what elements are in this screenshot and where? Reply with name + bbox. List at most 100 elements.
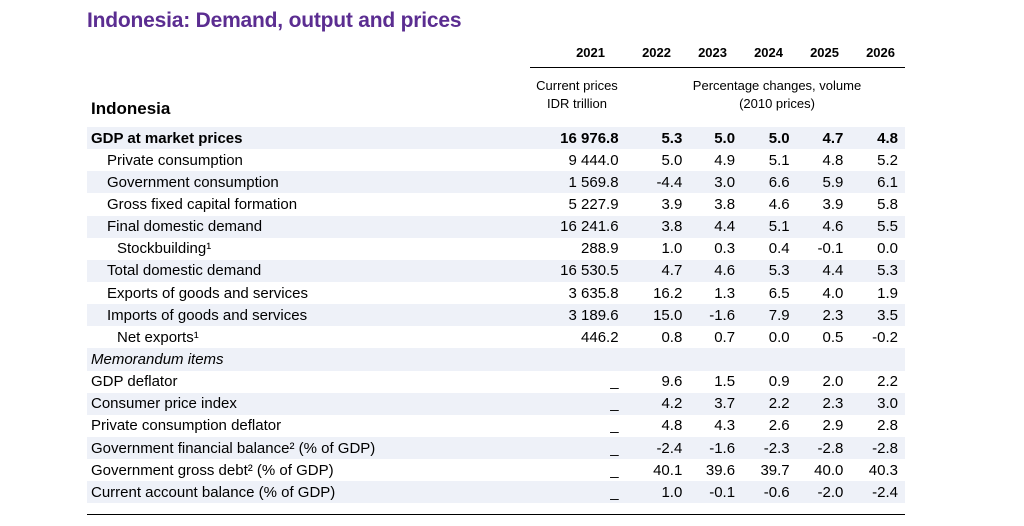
row-label: Stockbuilding¹ [117, 240, 212, 258]
cell-value: 5 227.9 [568, 195, 619, 213]
cell-value: 40.0 [814, 461, 844, 479]
cell-value: 3.5 [843, 304, 905, 327]
data-table: GDP at market prices 16 976.8 5.3 5.0 5.… [87, 127, 905, 504]
table-row: Total domestic demand 16 530.5 4.7 4.6 5… [87, 259, 905, 282]
cell-value: 40.3 [868, 461, 898, 479]
cell-value: 3.8 [618, 215, 683, 238]
cell-value: -0.2 [872, 328, 898, 346]
cell-value: 2.3 [789, 392, 844, 415]
current-prices-header: Current prices IDR trillion [523, 77, 631, 113]
table-row: Private consumption 9 444.0 5.0 4.9 5.1 … [87, 149, 905, 171]
cell-value: -0.1 [817, 240, 844, 258]
memorandum-items-label: Memorandum items [87, 348, 533, 371]
cell-value: 15.0 [618, 304, 683, 327]
cell-value: -2.3 [735, 436, 790, 460]
table-row: Final domestic demand 16 241.6 3.8 4.4 5… [87, 215, 905, 238]
cell-value: 5.0 [735, 127, 790, 150]
cell-value: 2.0 [822, 373, 844, 391]
table-row: Government gross debt² (% of GDP) _ 40.1… [87, 459, 905, 481]
cell-value: -0.6 [735, 481, 790, 504]
cell-value: 16 530.5 [532, 259, 619, 282]
cell-value: 446.2 [581, 328, 619, 346]
cell-value: -1.6 [682, 436, 736, 460]
cell-value: 0.0 [877, 240, 898, 258]
header-divider [530, 67, 905, 68]
cell-value: -2.8 [843, 436, 905, 460]
cell-value: 5.8 [877, 195, 898, 213]
cell-value: 5.0 [661, 151, 683, 169]
cell-value: 0.7 [714, 328, 736, 346]
row-label: GDP at market prices [87, 127, 533, 150]
current-prices-line1: Current prices [536, 78, 618, 93]
cell-value: 3.0 [682, 171, 736, 194]
row-label: Total domestic demand [87, 259, 533, 282]
cell-value: 3 189.6 [532, 304, 619, 327]
cell-value: _ [532, 481, 619, 504]
current-prices-line2: IDR trillion [547, 96, 607, 111]
cell-value: 4.6 [768, 195, 790, 213]
row-label: Final domestic demand [87, 215, 533, 238]
year-2025: 2025 [810, 45, 839, 60]
year-2022: 2022 [642, 45, 671, 60]
cell-value: -2.4 [618, 436, 683, 460]
cell-value: 3.9 [661, 195, 683, 213]
cell-value: 39.6 [705, 461, 736, 479]
cell-value: 2.2 [877, 373, 898, 391]
table-row: Imports of goods and services 3 189.6 15… [87, 304, 905, 327]
cell-value: 3.0 [843, 392, 905, 415]
cell-value: 0.5 [822, 328, 844, 346]
cell-value: 5.1 [768, 151, 790, 169]
cell-value: 2.9 [822, 417, 844, 435]
cell-value: 2.6 [768, 417, 790, 435]
table-row: GDP at market prices 16 976.8 5.3 5.0 5.… [87, 127, 905, 150]
cell-value: 4.9 [714, 151, 736, 169]
cell-value: 1 569.8 [532, 171, 619, 194]
cell-value: -2.0 [789, 481, 844, 504]
table-row: Consumer price index _ 4.2 3.7 2.2 2.3 3… [87, 392, 905, 415]
cell-value: 9 444.0 [568, 151, 619, 169]
table-row: Government financial balance² (% of GDP)… [87, 436, 905, 460]
cell-value: 1.9 [877, 284, 898, 302]
cell-value: 5.2 [877, 151, 898, 169]
table-title: Indonesia: Demand, output and prices [87, 9, 462, 32]
cell-value: 5.9 [789, 171, 844, 194]
cell-value: -1.6 [682, 304, 736, 327]
cell-value: 3 635.8 [568, 284, 619, 302]
row-label: Private consumption [107, 151, 243, 169]
cell-value: _ [532, 392, 619, 415]
cell-value: 4.2 [618, 392, 683, 415]
year-2021: 2021 [576, 45, 605, 60]
table-row: Stockbuilding¹ 288.9 1.0 0.3 0.4 -0.1 0.… [87, 238, 905, 260]
cell-value: 5.5 [843, 215, 905, 238]
cell-value: 16.2 [653, 284, 683, 302]
cell-value: 4.0 [822, 284, 844, 302]
cell-value: 39.7 [760, 461, 790, 479]
cell-value: 0.3 [714, 240, 736, 258]
row-label: Gross fixed capital formation [107, 195, 298, 213]
cell-value: 4.8 [843, 127, 905, 150]
percentage-changes-header: Percentage changes, volume (2010 prices) [672, 77, 882, 113]
cell-value: 4.8 [822, 151, 844, 169]
table-row: Government consumption 1 569.8 -4.4 3.0 … [87, 171, 905, 194]
cell-value: 0.8 [661, 328, 683, 346]
row-label: Consumer price index [87, 392, 533, 415]
table-row: Memorandum items [87, 348, 905, 371]
cell-value: 4.4 [682, 215, 736, 238]
cell-value: 2.8 [877, 417, 898, 435]
row-label: Government financial balance² (% of GDP) [87, 436, 533, 460]
cell-value: 9.6 [661, 373, 683, 391]
cell-value: 4.7 [789, 127, 844, 150]
cell-value: 4.3 [714, 417, 736, 435]
cell-value: -0.1 [682, 481, 736, 504]
cell-value: 1.5 [714, 373, 736, 391]
table-row: Exports of goods and services 3 635.8 16… [87, 282, 905, 304]
cell-value: _ [610, 417, 619, 435]
cell-value: 2.3 [789, 304, 844, 327]
table-row: Net exports¹ 446.2 0.8 0.7 0.0 0.5 -0.2 [87, 326, 905, 348]
table-row: Private consumption deflator _ 4.8 4.3 2… [87, 415, 905, 437]
cell-value: 16 241.6 [532, 215, 619, 238]
cell-value: -2.8 [789, 436, 844, 460]
cell-value: 1.0 [661, 240, 683, 258]
year-header-row: 2021 2022 2023 2024 2025 2026 [0, 45, 1024, 63]
cell-value: 1.3 [714, 284, 736, 302]
